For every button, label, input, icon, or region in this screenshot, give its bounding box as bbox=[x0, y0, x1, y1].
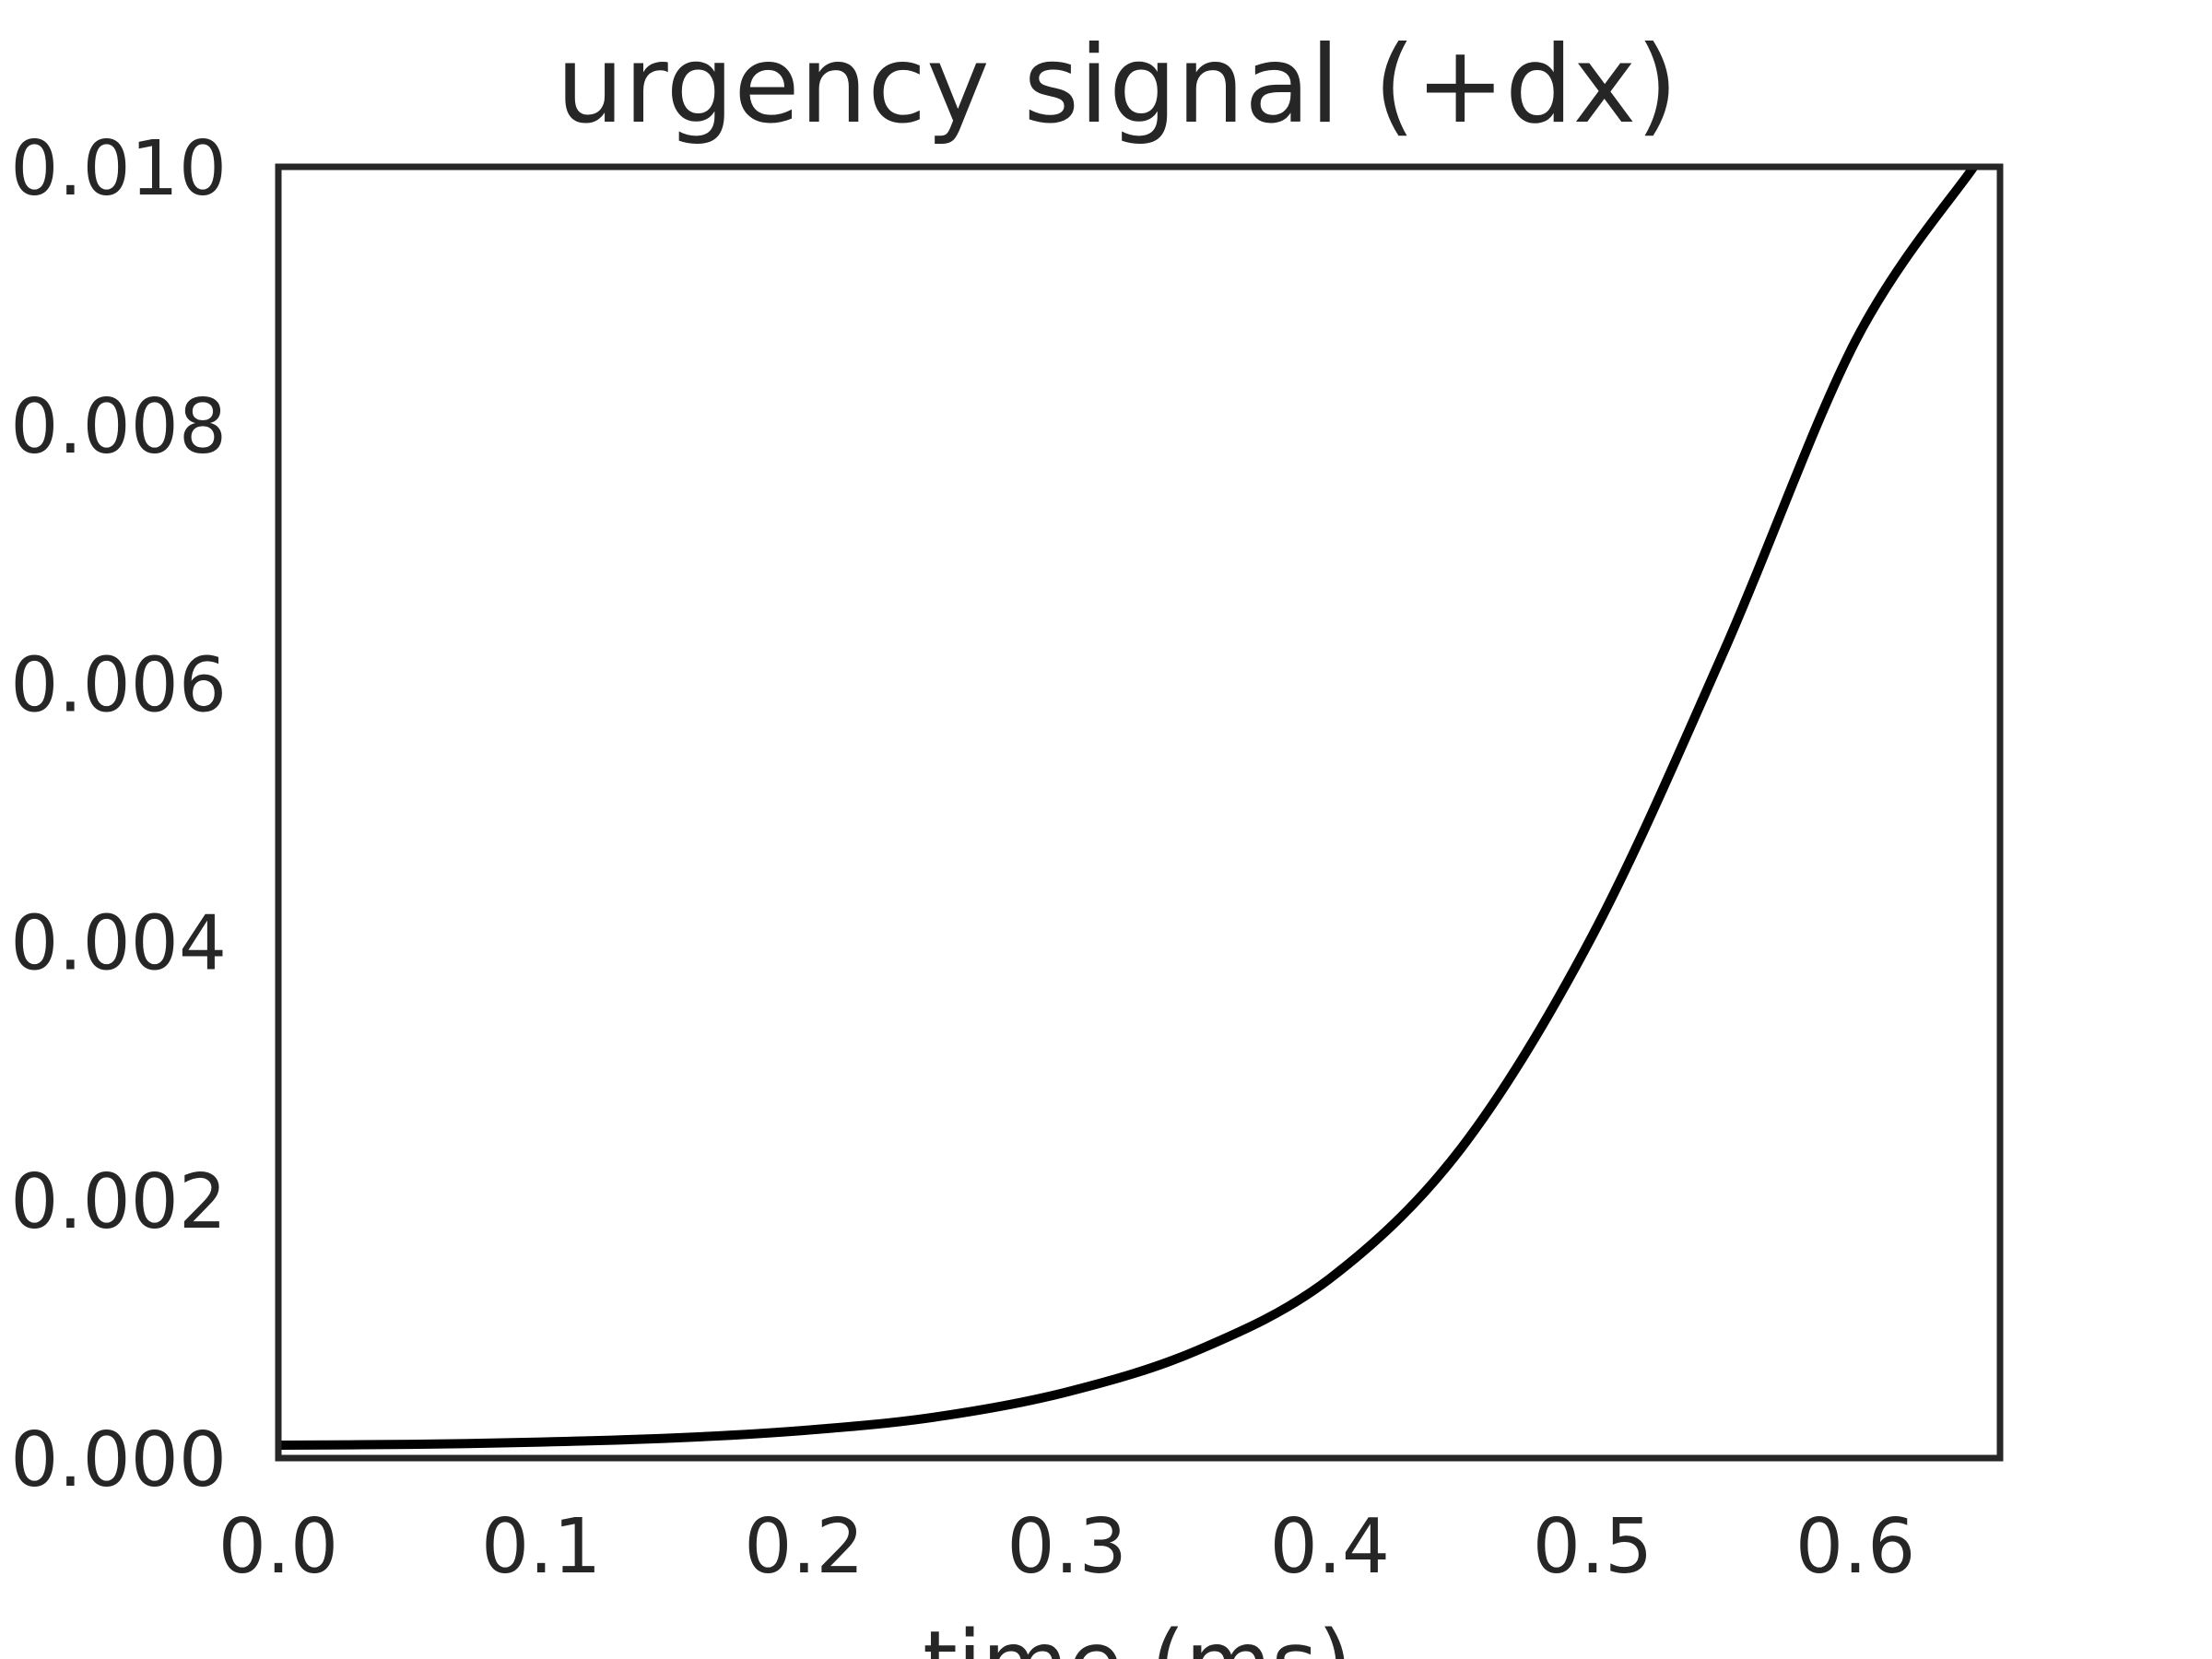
axes-frame bbox=[275, 163, 2004, 1462]
y-axis: 0.000 0.002 0.004 0.006 0.008 0.010 bbox=[10, 125, 227, 1504]
x-tick-label: 0.6 bbox=[1795, 1503, 1915, 1591]
y-tick-label: 0.006 bbox=[10, 641, 227, 729]
plot-area bbox=[275, 163, 2004, 1462]
x-tick-label: 0.1 bbox=[481, 1503, 601, 1591]
y-tick-label: 0.002 bbox=[10, 1159, 227, 1246]
x-tick-label: 0.2 bbox=[744, 1503, 864, 1591]
series-line-urgency bbox=[277, 164, 1978, 1450]
x-tick-label: 0.3 bbox=[1006, 1503, 1126, 1591]
y-tick-label: 0.008 bbox=[10, 383, 227, 471]
x-tick-label: 0.0 bbox=[218, 1503, 338, 1591]
x-tick-label: 0.4 bbox=[1270, 1503, 1390, 1591]
x-tick-label: 0.5 bbox=[1533, 1503, 1653, 1591]
x-axis-label: time (ms) bbox=[923, 1612, 1352, 1659]
chart-title: urgency signal (+dx) bbox=[557, 23, 1678, 147]
x-axis: 0.0 0.1 0.2 0.3 0.4 0.5 0.6 bbox=[218, 1503, 1916, 1591]
y-tick-label: 0.004 bbox=[10, 900, 227, 988]
y-tick-label: 0.000 bbox=[10, 1417, 227, 1504]
y-tick-label: 0.010 bbox=[10, 125, 227, 213]
